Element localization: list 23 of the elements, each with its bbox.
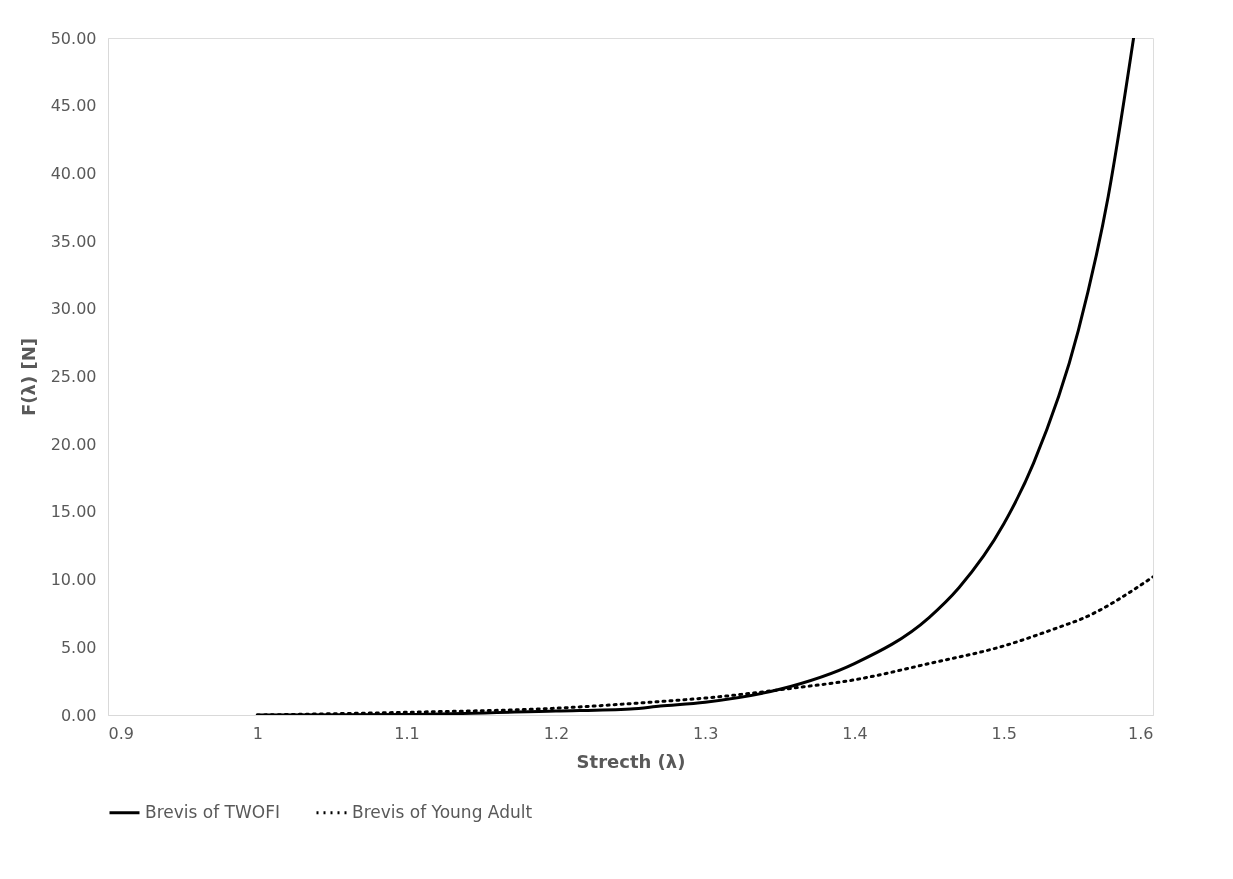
y-tick-label: 10.00 — [50, 570, 97, 590]
y-tick-label: 5.00 — [60, 637, 97, 657]
x-tick-label: 1.2 — [543, 723, 570, 743]
x-axis-title: Strecth (λ) — [576, 750, 686, 772]
y-tick-label: 35.00 — [50, 231, 97, 251]
x-tick-label: 1.3 — [692, 723, 719, 743]
x-tick-label: 1.4 — [842, 723, 868, 743]
y-tick-label: 45.00 — [50, 96, 97, 116]
y-tick-label: 20.00 — [50, 434, 97, 454]
legend-label: Brevis of Young Adult — [352, 801, 533, 822]
x-tick-label: 1.6 — [1128, 723, 1154, 743]
legend-label: Brevis of TWOFI — [145, 801, 280, 822]
x-tick-label: 1.5 — [991, 723, 1017, 743]
y-axis-title: F(λ) [N] — [17, 338, 39, 416]
x-tick-label: 1.1 — [394, 723, 420, 743]
y-tick-label: 30.00 — [50, 299, 97, 319]
y-tick-label: 25.00 — [50, 367, 97, 386]
y-tick-label: 50.00 — [50, 28, 97, 48]
y-tick-label: 15.00 — [50, 502, 97, 522]
y-tick-label: 40.00 — [50, 163, 97, 183]
x-tick-label: 0.9 — [108, 723, 134, 743]
y-tick-label: 0.00 — [60, 705, 97, 725]
x-tick-label: 1 — [252, 723, 263, 743]
